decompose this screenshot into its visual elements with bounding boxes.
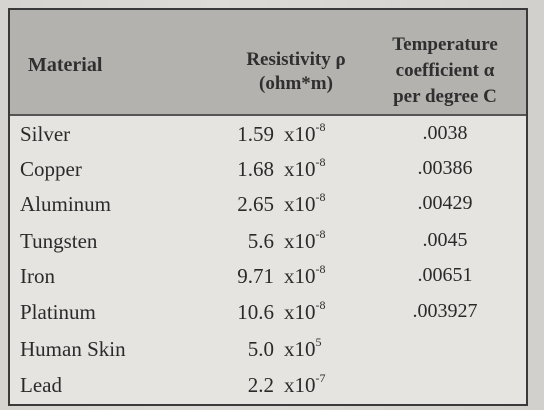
table-header: [10, 10, 526, 114]
temp-coefficient-cell: .0038: [422, 122, 468, 144]
table-row: Tungsten 5.6 x10-8 .0045: [10, 225, 526, 261]
resistivity-base: x10: [284, 157, 316, 181]
resistivity-exponent: -8: [315, 227, 326, 241]
resistivity-base: x10: [284, 192, 316, 216]
resistivity-base: x10: [284, 337, 316, 361]
material-cell: Silver: [20, 122, 71, 146]
table-row: Lead 2.2 x10-7: [10, 369, 526, 405]
table-row: Human Skin 5.0 x105: [10, 333, 526, 369]
header-resistivity: Resistivity ρ (ohm*m): [228, 48, 364, 96]
resistivity-exponent: -8: [315, 262, 326, 276]
resistivity-power: x10-8: [284, 298, 326, 324]
table-row: Aluminum 2.65 x10-8 .00429: [10, 188, 526, 224]
resistivity-base: x10: [284, 264, 316, 288]
resistivity-coefficient: 1.68: [237, 157, 274, 181]
resistivity-power: x10-8: [284, 262, 326, 288]
temp-coefficient-cell: .00429: [417, 192, 473, 214]
header-temp-line3: per degree C: [393, 86, 497, 107]
resistivity-coefficient: 10.6: [237, 300, 274, 324]
resistivity-base: x10: [284, 300, 316, 324]
temp-coefficient-cell: .00651: [417, 264, 473, 286]
resistivity-coefficient: 1.59: [237, 122, 274, 146]
material-cell: Platinum: [20, 300, 96, 324]
table-row: Copper 1.68 x10-8 .00386: [10, 153, 526, 189]
resistivity-exponent: -7: [315, 371, 326, 385]
resistivity-coefficient: 2.65: [237, 192, 274, 216]
resistivity-exponent: -8: [315, 155, 326, 169]
header-resistivity-line2: (ohm*m): [259, 73, 333, 94]
resistivity-cell: 2.2 x10-7: [222, 371, 342, 398]
material-cell: Human Skin: [20, 337, 126, 361]
table-row: Iron 9.71 x10-8 .00651: [10, 260, 526, 296]
temp-coefficient-cell: .00386: [417, 157, 473, 179]
material-cell: Lead: [20, 373, 62, 397]
table-row: Platinum 10.6 x10-8 .003927: [10, 296, 526, 332]
resistivity-exponent: -8: [315, 190, 326, 204]
material-cell: Aluminum: [20, 192, 112, 216]
resistivity-table: Material Resistivity ρ (ohm*m) Temperatu…: [8, 8, 528, 406]
resistivity-base: x10: [284, 229, 316, 253]
resistivity-cell: 1.68 x10-8: [222, 155, 342, 182]
material-cell: Copper: [20, 157, 82, 181]
resistivity-cell: 10.6 x10-8: [222, 298, 342, 325]
header-material: Material: [28, 54, 103, 76]
resistivity-cell: 5.6 x10-8: [222, 227, 342, 254]
header-temp-line1: Temperature: [392, 34, 498, 55]
resistivity-exponent: -8: [315, 298, 326, 312]
material-cell: Iron: [20, 264, 55, 288]
temp-coefficient-cell: .003927: [412, 300, 478, 322]
header-resistivity-line1: Resistivity ρ: [246, 49, 346, 70]
resistivity-cell: 5.0 x105: [222, 335, 342, 362]
resistivity-cell: 1.59 x10-8: [222, 120, 342, 147]
resistivity-cell: 2.65 x10-8: [222, 190, 342, 217]
temp-coefficient-cell: .0045: [422, 229, 468, 251]
resistivity-coefficient: 5.6: [247, 229, 274, 253]
resistivity-power: x10-7: [284, 371, 326, 397]
resistivity-exponent: -8: [315, 120, 326, 134]
resistivity-base: x10: [284, 373, 316, 397]
table-row: Silver 1.59 x10-8 .0038: [10, 118, 526, 154]
resistivity-exponent: 5: [315, 335, 322, 349]
material-cell: Tungsten: [20, 229, 98, 253]
resistivity-power: x10-8: [284, 227, 326, 253]
resistivity-power: x10-8: [284, 120, 326, 146]
resistivity-coefficient: 5.0: [247, 337, 274, 361]
resistivity-coefficient: 2.2: [247, 373, 274, 397]
resistivity-power: x10-8: [284, 190, 326, 216]
resistivity-power: x105: [284, 335, 322, 361]
header-temp-line2: coefficient α: [395, 60, 495, 81]
resistivity-cell: 9.71 x10-8: [222, 262, 342, 289]
resistivity-power: x10-8: [284, 155, 326, 181]
resistivity-coefficient: 9.71: [237, 264, 274, 288]
header-divider: [10, 114, 526, 116]
resistivity-base: x10: [284, 122, 316, 146]
header-temp-coefficient: Temperature coefficient α per degree C: [370, 32, 520, 110]
